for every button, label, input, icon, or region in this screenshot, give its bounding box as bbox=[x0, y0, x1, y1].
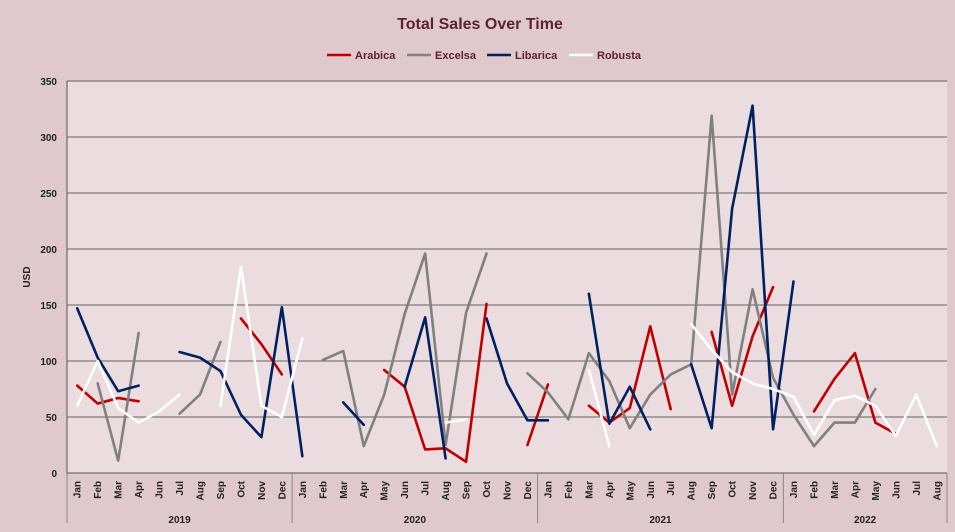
axis-layer: 0 50 100 150 200 250 300 350 Jan Feb Mar Apr Jun Jul A… bbox=[40, 77, 948, 526]
x-tick-label: Apr bbox=[850, 481, 861, 498]
x-tick-label: Feb bbox=[809, 481, 820, 499]
x-tick-label: Jun bbox=[646, 481, 657, 499]
x-tick-label: Dec bbox=[769, 481, 780, 500]
series-line-excelsa bbox=[96, 114, 877, 462]
plot-background bbox=[67, 81, 947, 473]
year-label: 2021 bbox=[649, 515, 672, 526]
y-tick-label: 200 bbox=[40, 245, 57, 256]
x-tick-label: Jul bbox=[175, 481, 186, 496]
y-tick-label: 0 bbox=[51, 469, 57, 480]
x-tick-label: Jan bbox=[543, 481, 554, 498]
x-tick-label: May bbox=[625, 481, 636, 501]
x-tick-label: Apr bbox=[134, 481, 145, 498]
x-tick-label: Mar bbox=[339, 481, 350, 499]
x-tick-label: Aug bbox=[687, 481, 698, 500]
x-tick-label: Jul bbox=[912, 481, 923, 496]
x-tick-label: May bbox=[871, 481, 882, 501]
x-tick-label: Mar bbox=[830, 481, 841, 499]
x-tick-label: Nov bbox=[748, 481, 759, 500]
y-tick-label: 150 bbox=[40, 301, 57, 312]
legend-label: Excelsa bbox=[435, 50, 477, 62]
x-tick-label: Jun bbox=[155, 481, 166, 499]
x-tick-label: Feb bbox=[564, 481, 575, 499]
x-tick-label: Mar bbox=[584, 481, 595, 499]
x-tick-label: Feb bbox=[318, 481, 329, 499]
y-tick-label: 50 bbox=[46, 413, 58, 424]
x-tick-label: Mar bbox=[114, 481, 125, 499]
y-tick-label: 350 bbox=[40, 77, 57, 88]
x-tick-label: Apr bbox=[359, 481, 370, 498]
year-label: 2019 bbox=[168, 515, 191, 526]
x-tick-label: Sep bbox=[707, 481, 718, 499]
series-line-robusta bbox=[75, 265, 939, 448]
y-axis-label: USD bbox=[22, 266, 33, 287]
x-tick-label: Jul bbox=[421, 481, 432, 496]
series-layer bbox=[75, 104, 939, 464]
x-tick-label: Dec bbox=[523, 481, 534, 500]
x-tick-label: Aug bbox=[441, 481, 452, 500]
x-tick-label: Sep bbox=[216, 481, 227, 499]
series-line-arabica bbox=[75, 285, 898, 464]
x-tick-label: Oct bbox=[236, 480, 247, 497]
x-tick-label: Nov bbox=[503, 481, 514, 500]
year-label: 2020 bbox=[404, 515, 427, 526]
x-tick-label: Dec bbox=[277, 481, 288, 500]
x-tick-label: Feb bbox=[93, 481, 104, 499]
x-tick-label: Nov bbox=[257, 481, 268, 500]
legend-label: Robusta bbox=[597, 50, 642, 62]
legend: Arabica Excelsa Libarica Robusta bbox=[327, 50, 642, 62]
x-tick-label: Aug bbox=[196, 481, 207, 500]
x-tick-label: Jan bbox=[73, 481, 84, 498]
x-tick-label: Aug bbox=[932, 481, 943, 500]
x-tick-label: May bbox=[380, 481, 391, 501]
x-tick-label: Jun bbox=[400, 481, 411, 499]
x-tick-label: Jul bbox=[666, 481, 677, 496]
x-tick-label: Sep bbox=[462, 481, 473, 499]
x-tick-label: Jan bbox=[789, 481, 800, 498]
year-label: 2022 bbox=[854, 515, 877, 526]
y-tick-label: 300 bbox=[40, 133, 57, 144]
y-tick-label: 250 bbox=[40, 189, 57, 200]
legend-label: Libarica bbox=[515, 50, 558, 62]
x-tick-label: Oct bbox=[728, 480, 739, 497]
x-tick-label: Oct bbox=[482, 480, 493, 497]
y-tick-label: 100 bbox=[40, 357, 57, 368]
x-tick-label: Jan bbox=[298, 481, 309, 498]
series-line-libarica bbox=[75, 104, 795, 460]
chart-title: Total Sales Over Time bbox=[397, 16, 563, 33]
x-tick-label: Jun bbox=[891, 481, 902, 499]
legend-label: Arabica bbox=[355, 50, 396, 62]
x-tick-label: Apr bbox=[605, 481, 616, 498]
